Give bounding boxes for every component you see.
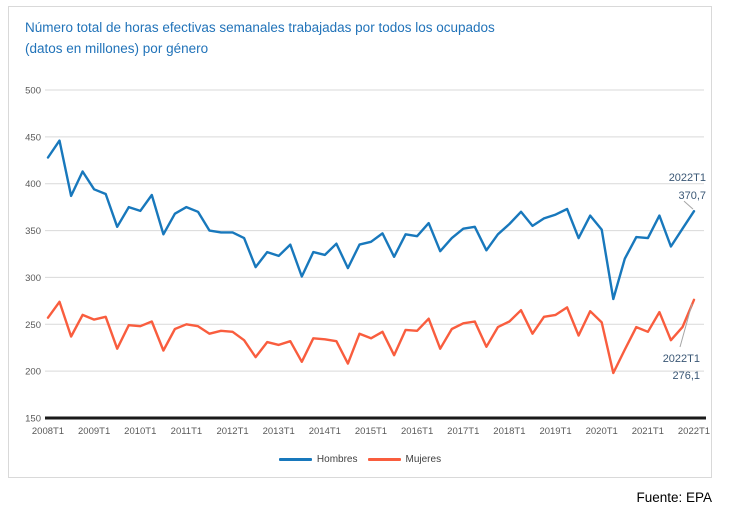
legend: Hombres Mujeres xyxy=(9,454,711,465)
chart-title-line1: Número total de horas efectivas semanale… xyxy=(25,20,495,35)
legend-item-mujeres: Mujeres xyxy=(367,454,442,465)
x-tick-label: 2020T1 xyxy=(586,426,618,437)
x-tick-label: 2018T1 xyxy=(493,426,525,437)
y-tick-label: 300 xyxy=(25,273,41,284)
x-tick-label: 2016T1 xyxy=(401,426,433,437)
mujeres-line-swatch xyxy=(367,458,401,461)
y-tick-label: 400 xyxy=(25,179,41,190)
legend-label-mujeres: Mujeres xyxy=(405,454,442,465)
x-tick-label: 2021T1 xyxy=(632,426,664,437)
y-tick-label: 350 xyxy=(25,226,41,237)
y-tick-label: 450 xyxy=(25,132,41,143)
y-tick-label: 500 xyxy=(25,86,41,97)
y-tick-label: 250 xyxy=(25,320,41,331)
mujeres-line xyxy=(46,298,696,375)
x-tick-label: 2011T1 xyxy=(171,426,203,437)
y-tick-label: 150 xyxy=(25,414,41,425)
hombres-line-swatch xyxy=(278,458,312,461)
x-tick-label: 2019T1 xyxy=(539,426,571,437)
x-tick-label: 2015T1 xyxy=(355,426,387,437)
hombres-annotation-leader xyxy=(683,200,694,210)
hombres-line xyxy=(46,139,696,301)
chart-title-line2: (datos en millones) por género xyxy=(25,41,209,56)
x-tick-label: 2009T1 xyxy=(78,426,110,437)
x-tick-label: 2008T1 xyxy=(32,426,64,437)
hombres-annotation-period: 2022T1 xyxy=(669,172,706,184)
hombres-annotation-value: 370,7 xyxy=(678,190,706,202)
x-tick-label: 2014T1 xyxy=(309,426,341,437)
legend-item-hombres: Hombres xyxy=(278,454,358,465)
chart-container: 150 200 250 300 350 400 450 500 2008T1 2009T1 2010… xyxy=(8,6,712,478)
mujeres-annotation-leader xyxy=(679,303,693,348)
y-tick-label: 200 xyxy=(25,367,41,378)
x-tick-label: 2013T1 xyxy=(263,426,295,437)
x-tick-label: 2022T1 xyxy=(678,426,710,437)
chart-title: Número total de horas efectivas semanale… xyxy=(25,17,665,59)
line-chart: 150 200 250 300 350 400 450 500 2008T1 2009T1 2010… xyxy=(25,86,710,438)
source-caption: Fuente: EPA xyxy=(636,490,712,505)
mujeres-annotation-value: 276,1 xyxy=(672,370,700,382)
x-tick-label: 2017T1 xyxy=(447,426,479,437)
x-tick-label: 2010T1 xyxy=(124,426,156,437)
mujeres-annotation-period: 2022T1 xyxy=(663,353,700,365)
x-tick-label: 2012T1 xyxy=(216,426,248,437)
legend-label-hombres: Hombres xyxy=(316,454,358,465)
